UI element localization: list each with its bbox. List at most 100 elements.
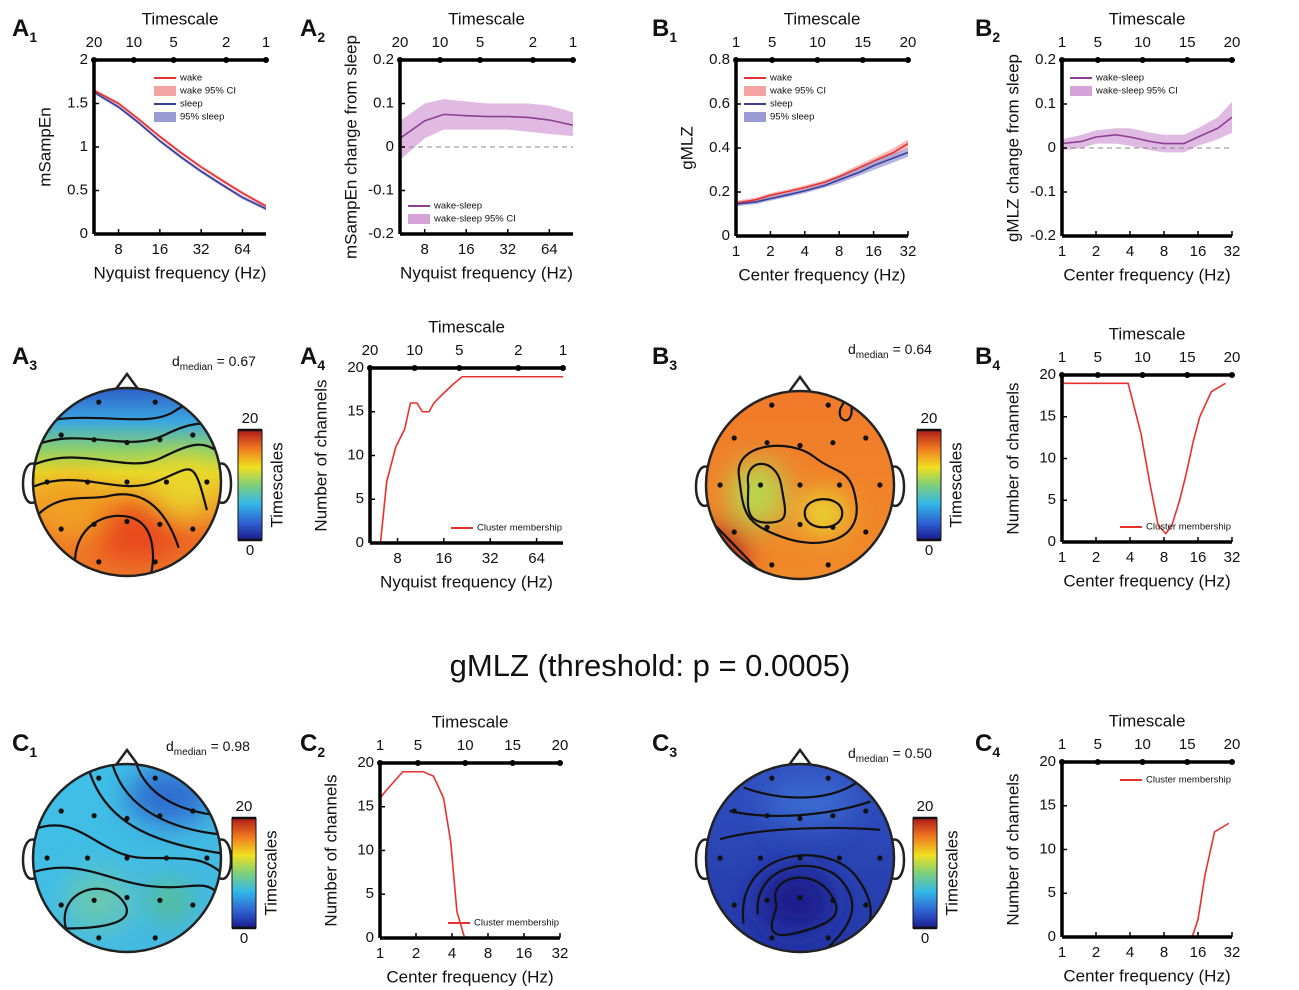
electrode [863, 435, 869, 441]
contour-line [33, 868, 221, 896]
electrode [797, 855, 803, 861]
colorbar [912, 817, 938, 929]
x-tick-label: 1 [1058, 944, 1066, 961]
legend-label: wake [179, 73, 202, 84]
panel-letter: A [12, 343, 29, 370]
x-axis-label: Center frequency (Hz) [1063, 571, 1230, 590]
electrode [84, 479, 91, 485]
topoplot: 0 20 Timescales dmedian = 0.50 [694, 745, 961, 954]
x-tick-label: 2 [1092, 243, 1100, 260]
colorbar-label: Timescales [261, 830, 280, 915]
x2-tick-label: 1 [732, 34, 740, 51]
electrode [731, 435, 737, 441]
colorbar-tick-label: 0 [925, 542, 933, 559]
legend-label: 95% sleep [770, 112, 814, 123]
x-tick-label: 2 [1092, 944, 1100, 961]
x2-tick-label: 10 [1134, 34, 1151, 51]
colorbar-tick-label: 20 [236, 798, 253, 815]
electrode [764, 440, 770, 446]
x2-tick-label: 10 [406, 342, 423, 359]
electrode [58, 526, 64, 532]
legend-swatch [408, 214, 430, 224]
head-nose [114, 371, 140, 390]
legend-label: sleep [770, 99, 793, 110]
y-tick-label: 5 [1048, 884, 1056, 901]
contours [720, 783, 880, 948]
y-tick-label: 15 [347, 403, 364, 420]
y-tick-label: 20 [357, 754, 374, 771]
electrode [157, 897, 163, 903]
d-median-part: = 0.64 [893, 341, 933, 357]
x-axis-label: Center frequency (Hz) [1063, 265, 1230, 284]
figure-title: gMLZ (threshold: p = 0.0005) [450, 648, 851, 683]
d-median: dmedian = 0.64 [848, 341, 932, 361]
panel-letter: A [12, 15, 29, 42]
y-tick-label: 1.5 [67, 94, 88, 111]
legend-label: sleep [180, 99, 203, 110]
x2-tick [170, 57, 177, 63]
head-nose [114, 747, 140, 766]
x2-tick [1229, 57, 1235, 63]
legend-swatch [154, 86, 176, 96]
panel-subscript: 3 [669, 357, 677, 373]
contour-line [75, 516, 153, 576]
electrode [830, 524, 836, 530]
x-axis-label: Center frequency (Hz) [1063, 966, 1230, 985]
x2-tick [437, 57, 444, 63]
electrode [825, 775, 831, 781]
x2-tick [905, 57, 911, 63]
contours [33, 764, 221, 929]
head-ear [218, 838, 233, 880]
contour-line [805, 499, 843, 527]
head-ear [21, 838, 36, 880]
d-median-part: = 0.67 [217, 353, 257, 369]
panel-label: A2 [300, 15, 325, 44]
contour-line [739, 446, 857, 543]
x-tick-label: 16 [865, 243, 882, 260]
x2-tick-label: 20 [86, 34, 103, 51]
head-outline [31, 762, 223, 954]
series-line [1062, 382, 1226, 535]
topoplot: 0 20 Timescales dmedian = 0.67 [21, 353, 286, 578]
x2-tick-label: 15 [1179, 349, 1196, 366]
electrode [717, 855, 723, 861]
legend: wake wake 95% CI sleep 95% sleep [744, 73, 826, 123]
x-tick-label: 16 [1190, 944, 1207, 961]
colorbar-tick-label: 0 [921, 930, 929, 947]
panel-letter: B [652, 343, 669, 370]
x2-axis-label: Timescale [428, 317, 505, 336]
colorbar-label: Timescales [267, 442, 286, 527]
x2-tick-label: 5 [476, 34, 484, 51]
x2-tick [414, 760, 421, 766]
contour-line [744, 783, 857, 798]
x-tick-label: 8 [421, 241, 429, 258]
y-tick-label: 0 [386, 138, 394, 155]
x2-tick [1184, 372, 1191, 378]
plot-area [379, 375, 563, 543]
x2-tick [1184, 57, 1191, 63]
map-blob [37, 477, 104, 544]
electrode [731, 808, 737, 814]
x-tick-label: 8 [835, 243, 843, 260]
electrode [204, 479, 210, 485]
contour-line [748, 464, 785, 523]
legend-label: Cluster membership [474, 918, 559, 929]
y-tick-label: 0.4 [709, 139, 730, 156]
series-line [94, 89, 266, 207]
panel-subscript: 3 [669, 744, 677, 760]
y-tick-label: 5 [1048, 491, 1056, 508]
x-axis-label: Center frequency (Hz) [386, 967, 553, 986]
topoplot: 0 20 Timescales dmedian = 0.64 [694, 341, 965, 581]
ci-band [736, 139, 908, 206]
x-tick-label: 2 [412, 945, 420, 962]
x-axis-label: Center frequency (Hz) [738, 265, 905, 284]
electrode [825, 562, 831, 568]
panel-letter: B [975, 15, 992, 42]
electrode [124, 894, 130, 901]
x2-tick-label: 5 [1094, 736, 1102, 753]
electrode [757, 482, 764, 488]
electrode [163, 855, 170, 861]
map-blob [65, 872, 132, 929]
y-tick-label: 20 [1039, 366, 1056, 383]
